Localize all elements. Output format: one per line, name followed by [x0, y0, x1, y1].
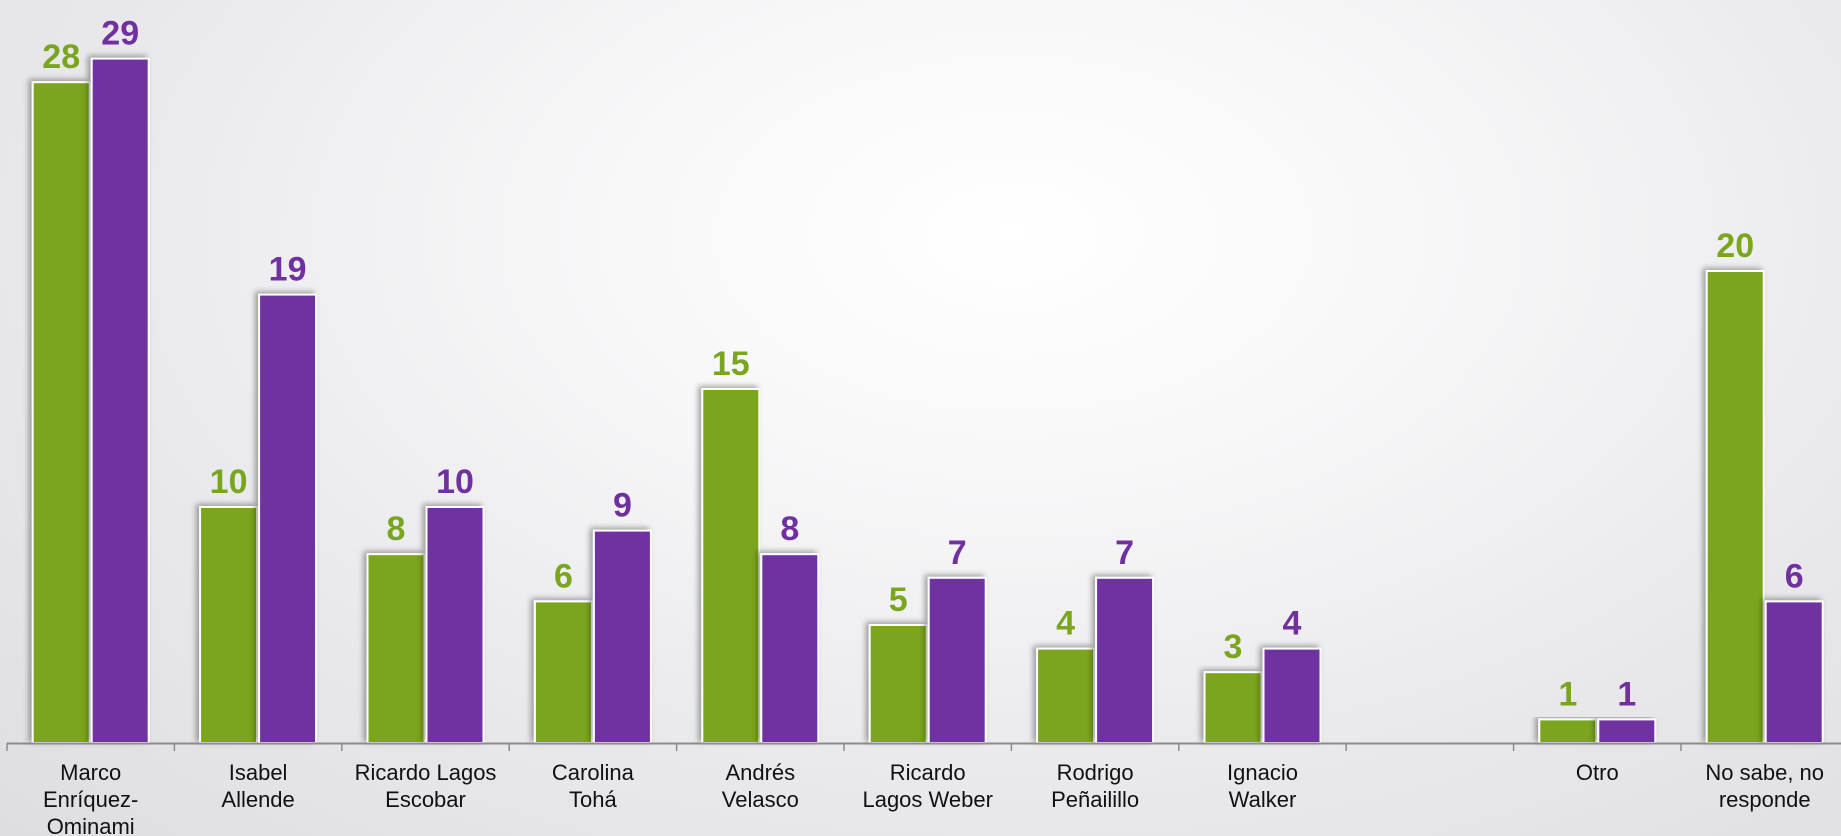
bar-series-1-cat-7: [1205, 672, 1262, 743]
value-label-series-1-cat-4: 15: [712, 345, 750, 383]
bar-series-2-cat-10: [1766, 601, 1823, 743]
value-label-series-2-cat-3: 9: [613, 487, 632, 525]
value-label-series-2-cat-0: 29: [101, 15, 139, 53]
bar-series-2-cat-4: [761, 554, 818, 743]
bar-series-2-cat-7: [1264, 649, 1321, 743]
category-label-4-line-0: Andrés: [725, 760, 795, 785]
category-label-5-line-1: Lagos Weber: [862, 787, 992, 812]
bar-series-1-cat-1: [200, 507, 257, 743]
bar-series-2-cat-5: [929, 578, 986, 743]
value-label-series-2-cat-5: 7: [948, 534, 967, 572]
bar-series-2-cat-2: [427, 507, 484, 743]
value-label-series-2-cat-4: 8: [780, 510, 799, 548]
category-label-0-line-2: Ominami: [47, 814, 135, 836]
value-label-series-1-cat-10: 20: [1716, 227, 1754, 265]
category-label-3-line-0: Carolina: [552, 760, 635, 785]
bar-series-1-cat-9: [1539, 719, 1596, 743]
bar-series-1-cat-5: [870, 625, 927, 743]
value-label-series-2-cat-6: 7: [1115, 534, 1134, 572]
category-label-2-line-1: Escobar: [385, 787, 466, 812]
bar-series-1-cat-4: [702, 389, 759, 743]
value-label-series-1-cat-2: 8: [387, 510, 406, 548]
bars-layer: [33, 59, 1823, 743]
bar-series-2-cat-3: [594, 531, 651, 743]
value-label-series-1-cat-3: 6: [554, 557, 573, 595]
category-label-3-line-1: Tohá: [569, 787, 617, 812]
category-label-10-line-0: No sabe, no: [1705, 760, 1824, 785]
bar-series-1-cat-3: [535, 601, 592, 743]
value-label-series-2-cat-1: 19: [269, 251, 307, 289]
bar-series-1-cat-10: [1707, 271, 1764, 743]
x-axis: [7, 743, 1841, 751]
value-label-series-2-cat-2: 10: [436, 463, 474, 501]
value-label-series-1-cat-5: 5: [889, 581, 908, 619]
category-label-7-line-0: Ignacio: [1227, 760, 1298, 785]
category-label-2-line-0: Ricardo Lagos: [355, 760, 497, 785]
value-label-series-2-cat-7: 4: [1283, 605, 1302, 643]
bar-series-1-cat-2: [368, 554, 425, 743]
category-label-1-line-0: Isabel: [229, 760, 288, 785]
value-label-series-1-cat-6: 4: [1056, 605, 1075, 643]
category-label-0-line-0: Marco: [60, 760, 121, 785]
value-label-series-1-cat-1: 10: [210, 463, 248, 501]
bar-series-2-cat-0: [92, 59, 149, 743]
category-label-6-line-0: Rodrigo: [1057, 760, 1134, 785]
value-label-series-2-cat-10: 6: [1785, 557, 1804, 595]
category-label-4-line-1: Velasco: [722, 787, 799, 812]
value-label-series-2-cat-9: 1: [1617, 675, 1636, 713]
bar-series-2-cat-6: [1096, 578, 1153, 743]
bar-series-1-cat-0: [33, 82, 90, 743]
bar-series-1-cat-6: [1037, 649, 1094, 743]
category-label-1-line-1: Allende: [221, 787, 294, 812]
value-label-series-1-cat-0: 28: [42, 38, 80, 76]
category-label-0-line-1: Enríquez-: [43, 787, 138, 812]
value-label-series-1-cat-7: 3: [1224, 628, 1243, 666]
category-label-10-line-1: responde: [1719, 787, 1811, 812]
bar-series-2-cat-9: [1598, 719, 1655, 743]
category-label-5-line-0: Ricardo: [890, 760, 966, 785]
bar-series-2-cat-1: [259, 295, 316, 743]
category-label-6-line-1: Peñailillo: [1051, 787, 1139, 812]
category-label-7-line-1: Walker: [1229, 787, 1297, 812]
category-label-9-line-0: Otro: [1576, 760, 1619, 785]
value-label-series-1-cat-9: 1: [1558, 675, 1577, 713]
